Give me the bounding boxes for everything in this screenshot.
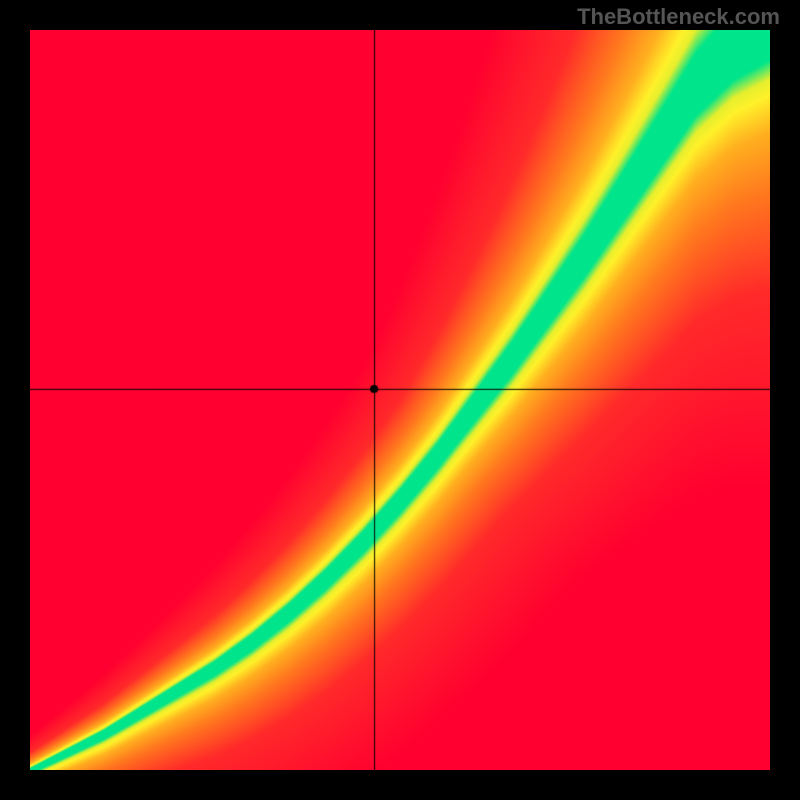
chart-container: TheBottleneck.com bbox=[0, 0, 800, 800]
heatmap-canvas bbox=[30, 30, 770, 770]
watermark-text: TheBottleneck.com bbox=[577, 4, 780, 30]
